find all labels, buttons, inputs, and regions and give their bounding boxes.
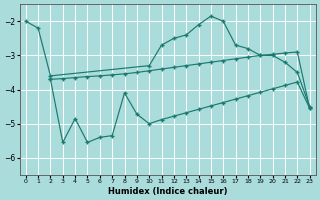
X-axis label: Humidex (Indice chaleur): Humidex (Indice chaleur) (108, 187, 228, 196)
